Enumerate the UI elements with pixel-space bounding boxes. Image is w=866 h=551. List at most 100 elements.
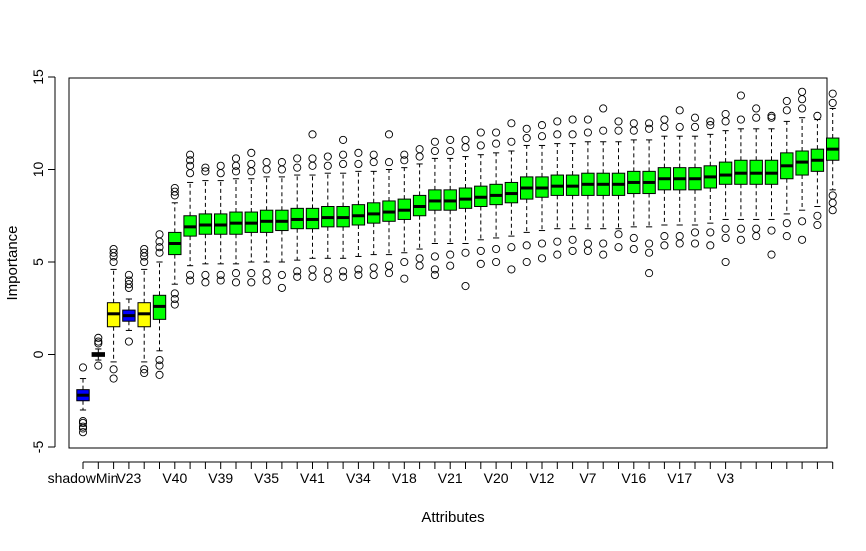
outlier-point [430, 252, 439, 261]
outlier-point [354, 159, 363, 168]
box-group [780, 97, 794, 241]
outlier-point [140, 248, 149, 257]
x-tick-label: V21 [438, 470, 463, 486]
outlier-point [124, 337, 133, 346]
outlier-point [721, 257, 730, 267]
outlier-point [415, 254, 424, 263]
x-tick-label: V17 [667, 470, 692, 486]
box-group [168, 183, 182, 309]
outlier-point [736, 115, 745, 124]
outlier-point [629, 244, 638, 254]
box-group [412, 145, 427, 270]
y-tick-label: -5 [30, 441, 46, 454]
outlier-point [476, 128, 485, 137]
outlier-point [492, 244, 501, 254]
box-group [397, 150, 412, 283]
x-tick-label: V18 [392, 470, 417, 486]
box-group [76, 363, 90, 437]
outlier-point [583, 239, 592, 248]
outlier-point [201, 163, 210, 172]
outlier-point [354, 148, 363, 157]
outlier-point [430, 265, 439, 274]
outlier-point [706, 228, 715, 237]
outlier-point [94, 361, 103, 370]
outlier-point [109, 257, 118, 267]
outlier-point [492, 257, 501, 267]
outlier-point [170, 300, 179, 309]
y-axis: -5 0 5 10 15 [30, 69, 56, 454]
outlier-point [583, 246, 592, 255]
outlier-point [660, 232, 669, 241]
outlier-point [293, 272, 302, 281]
outlier-point [782, 106, 791, 115]
box-group [290, 154, 304, 281]
outlier-point [201, 167, 210, 176]
box-group [152, 230, 167, 379]
outlier-point [308, 161, 317, 170]
outlier-point [186, 270, 195, 280]
box-group [106, 244, 121, 383]
outlier-point [323, 267, 332, 276]
outlier-point [155, 230, 164, 239]
outlier-point [293, 163, 302, 172]
outlier-point [522, 241, 531, 250]
y-tick-label: 10 [30, 162, 46, 178]
outlier-point [660, 241, 669, 250]
outlier-point [721, 109, 730, 119]
outlier-point [446, 146, 455, 156]
outlier-point [262, 269, 271, 278]
outlier-point [507, 243, 516, 252]
outlier-point [798, 95, 807, 104]
outlier-point [461, 248, 470, 257]
box-group [611, 117, 626, 252]
outlier-point [247, 278, 256, 287]
outlier-point [247, 148, 256, 157]
box-group [826, 89, 840, 215]
outlier-point [109, 365, 118, 374]
outlier-point [308, 272, 317, 281]
outlier-point [507, 119, 516, 128]
outlier-point [140, 365, 149, 374]
box-group [642, 119, 656, 278]
outlier-point [614, 230, 623, 239]
outlier-point [94, 337, 103, 346]
outlier-point [492, 128, 501, 137]
outlier-point [507, 137, 516, 146]
box-group [305, 130, 320, 281]
outlier-point [155, 248, 164, 257]
outlier-point [140, 244, 149, 254]
outlier-point [124, 280, 133, 289]
outlier-point [186, 161, 195, 170]
outlier-point [660, 115, 669, 124]
outlier-point [446, 135, 455, 144]
outlier-point [339, 135, 348, 144]
box-group [244, 148, 259, 287]
box-group [688, 113, 702, 248]
outlier-point [201, 278, 210, 287]
outlier-point [247, 269, 256, 278]
outlier-point [782, 97, 791, 106]
outlier-point [553, 250, 562, 259]
x-tick-label: V16 [621, 470, 646, 486]
outlier-point [446, 261, 455, 270]
outlier-point [293, 154, 302, 163]
box-group [122, 270, 136, 346]
outlier-point [339, 267, 348, 276]
outlier-point [767, 111, 776, 120]
outlier-point [384, 158, 394, 167]
outlier-point [109, 374, 118, 383]
box-group [275, 158, 289, 292]
box-group [657, 115, 672, 250]
outlier-point [339, 272, 348, 281]
outlier-point [170, 289, 179, 298]
outlier-point [752, 113, 761, 122]
box-group [458, 135, 473, 291]
outlier-point [813, 111, 822, 120]
outlier-point [568, 246, 577, 255]
outlier-point [155, 361, 164, 370]
x-tick-label: V39 [208, 470, 233, 486]
box-group [764, 111, 779, 259]
outlier-point [629, 126, 638, 135]
outlier-point [231, 167, 241, 176]
